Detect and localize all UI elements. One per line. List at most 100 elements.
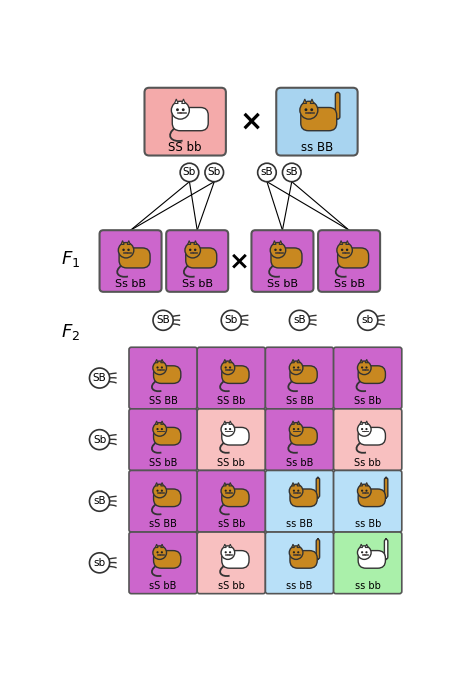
Circle shape — [180, 112, 181, 114]
Circle shape — [357, 361, 371, 375]
FancyBboxPatch shape — [100, 231, 162, 292]
Circle shape — [192, 252, 193, 254]
Circle shape — [364, 492, 365, 494]
Circle shape — [361, 428, 363, 430]
FancyBboxPatch shape — [358, 551, 385, 568]
Polygon shape — [279, 241, 282, 244]
Circle shape — [344, 252, 346, 254]
Polygon shape — [365, 421, 368, 424]
Polygon shape — [346, 241, 349, 244]
Circle shape — [153, 484, 166, 498]
Polygon shape — [303, 99, 307, 103]
Text: Ss bB: Ss bB — [334, 279, 365, 289]
Circle shape — [304, 108, 308, 111]
Circle shape — [153, 361, 166, 375]
Circle shape — [156, 490, 159, 492]
Circle shape — [159, 492, 160, 494]
Circle shape — [225, 551, 227, 554]
FancyBboxPatch shape — [337, 248, 369, 268]
Circle shape — [229, 428, 231, 430]
Circle shape — [90, 553, 109, 573]
Circle shape — [270, 243, 286, 258]
Circle shape — [227, 430, 228, 432]
FancyBboxPatch shape — [334, 347, 402, 409]
FancyBboxPatch shape — [290, 366, 317, 384]
Circle shape — [225, 428, 227, 430]
Text: SB: SB — [156, 316, 170, 325]
Text: Ss bB: Ss bB — [267, 279, 298, 289]
Circle shape — [289, 546, 303, 560]
Circle shape — [293, 367, 295, 369]
Circle shape — [161, 428, 163, 430]
Circle shape — [221, 361, 235, 375]
Text: ×: × — [239, 107, 263, 135]
FancyBboxPatch shape — [172, 107, 208, 131]
Circle shape — [364, 369, 365, 371]
Circle shape — [185, 243, 201, 258]
FancyBboxPatch shape — [265, 347, 334, 409]
Polygon shape — [292, 421, 294, 424]
Circle shape — [300, 101, 318, 119]
FancyBboxPatch shape — [197, 347, 265, 409]
Circle shape — [293, 551, 295, 554]
Circle shape — [161, 551, 163, 554]
FancyBboxPatch shape — [384, 539, 388, 560]
FancyBboxPatch shape — [276, 88, 357, 156]
Circle shape — [225, 367, 227, 369]
Polygon shape — [365, 483, 368, 486]
Polygon shape — [223, 359, 226, 362]
Circle shape — [308, 112, 310, 114]
Text: sS bb: sS bb — [218, 581, 245, 591]
Text: sS Bb: sS Bb — [218, 520, 245, 529]
Polygon shape — [229, 544, 232, 547]
Text: ss bb: ss bb — [355, 581, 381, 591]
Polygon shape — [155, 421, 158, 424]
Polygon shape — [223, 483, 226, 486]
Polygon shape — [360, 483, 363, 486]
Circle shape — [295, 554, 297, 556]
Text: SS BB: SS BB — [149, 396, 178, 406]
Text: ss BB: ss BB — [286, 520, 313, 529]
FancyBboxPatch shape — [129, 409, 197, 471]
Text: sB: sB — [285, 167, 298, 177]
Text: sS bB: sS bB — [149, 581, 177, 591]
Polygon shape — [297, 359, 300, 362]
Polygon shape — [310, 99, 314, 103]
Text: Ss bb: Ss bb — [354, 458, 381, 468]
FancyBboxPatch shape — [222, 428, 249, 445]
FancyBboxPatch shape — [222, 489, 249, 507]
Polygon shape — [182, 99, 185, 103]
Text: ×: × — [229, 249, 250, 273]
Polygon shape — [194, 241, 197, 244]
Text: ss Bb: ss Bb — [355, 520, 381, 529]
FancyBboxPatch shape — [265, 471, 334, 532]
Circle shape — [364, 430, 365, 432]
Text: Sb: Sb — [225, 316, 238, 325]
Polygon shape — [121, 241, 124, 244]
Circle shape — [182, 108, 185, 111]
Text: SS Bb: SS Bb — [217, 396, 246, 406]
Text: ss BB: ss BB — [301, 141, 333, 154]
Circle shape — [357, 310, 378, 330]
Polygon shape — [360, 421, 363, 424]
FancyBboxPatch shape — [290, 551, 317, 568]
Text: Ss Bb: Ss Bb — [354, 396, 382, 406]
Text: Ss bB: Ss bB — [182, 279, 213, 289]
Polygon shape — [339, 241, 343, 244]
FancyBboxPatch shape — [129, 532, 197, 594]
Text: SS bB: SS bB — [149, 458, 177, 468]
Polygon shape — [161, 544, 164, 547]
Circle shape — [90, 368, 109, 388]
Polygon shape — [229, 421, 232, 424]
Circle shape — [357, 423, 371, 436]
Text: SS bb: SS bb — [168, 141, 202, 154]
FancyBboxPatch shape — [222, 366, 249, 384]
Circle shape — [161, 490, 163, 492]
Polygon shape — [292, 483, 294, 486]
Circle shape — [277, 252, 279, 254]
FancyBboxPatch shape — [145, 88, 226, 156]
Polygon shape — [229, 359, 232, 362]
Text: Sb: Sb — [183, 167, 196, 177]
Circle shape — [279, 249, 282, 251]
Circle shape — [297, 367, 300, 369]
